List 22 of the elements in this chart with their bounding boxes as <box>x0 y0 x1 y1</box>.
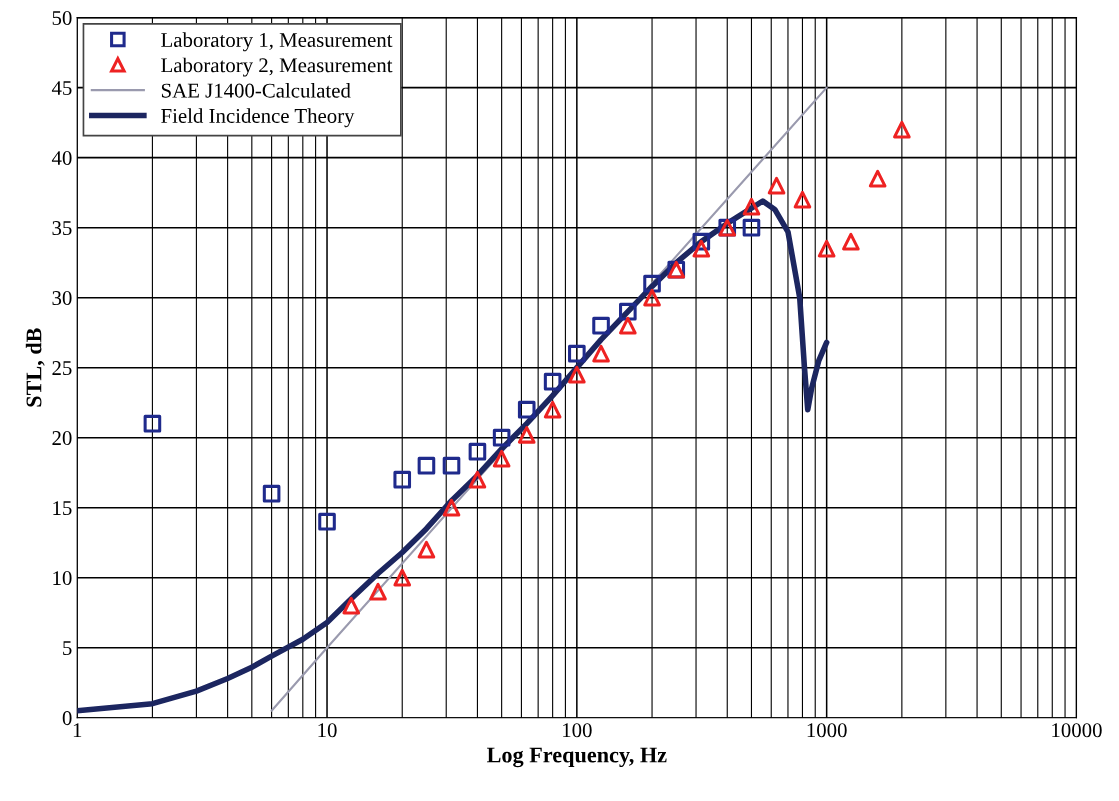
y-tick-label: 35 <box>52 221 72 236</box>
x-tick-label: 10 <box>318 723 337 738</box>
legend-label: Field Incidence Theory <box>161 108 355 128</box>
y-axis-title: STL, dB <box>25 328 45 407</box>
y-tick-label: 10 <box>53 571 72 586</box>
y-tick-label: 45 <box>51 81 72 96</box>
legend-label: Laboratory 1, Measurement <box>161 32 393 52</box>
x-tick-label: 1000 <box>807 723 847 738</box>
y-tick-label: 40 <box>51 151 72 166</box>
legend-label: Laboratory 2, Measurement <box>161 57 393 77</box>
y-tick-label: 20 <box>52 431 72 446</box>
y-tick-label: 30 <box>52 291 72 306</box>
x-tick-label: 10000 <box>1052 723 1102 738</box>
y-tick-label: 50 <box>52 11 72 26</box>
x-axis-title: Log Frequency, Hz <box>486 747 667 768</box>
y-tick-label: 15 <box>53 501 72 516</box>
y-tick-label: 0 <box>62 711 72 726</box>
legend-label: SAE J1400-Calculated <box>161 82 351 98</box>
y-tick-label: 5 <box>63 641 72 656</box>
x-tick-label: 1 <box>73 723 82 738</box>
y-tick-label: 25 <box>52 361 72 376</box>
x-tick-label: 100 <box>563 723 592 738</box>
